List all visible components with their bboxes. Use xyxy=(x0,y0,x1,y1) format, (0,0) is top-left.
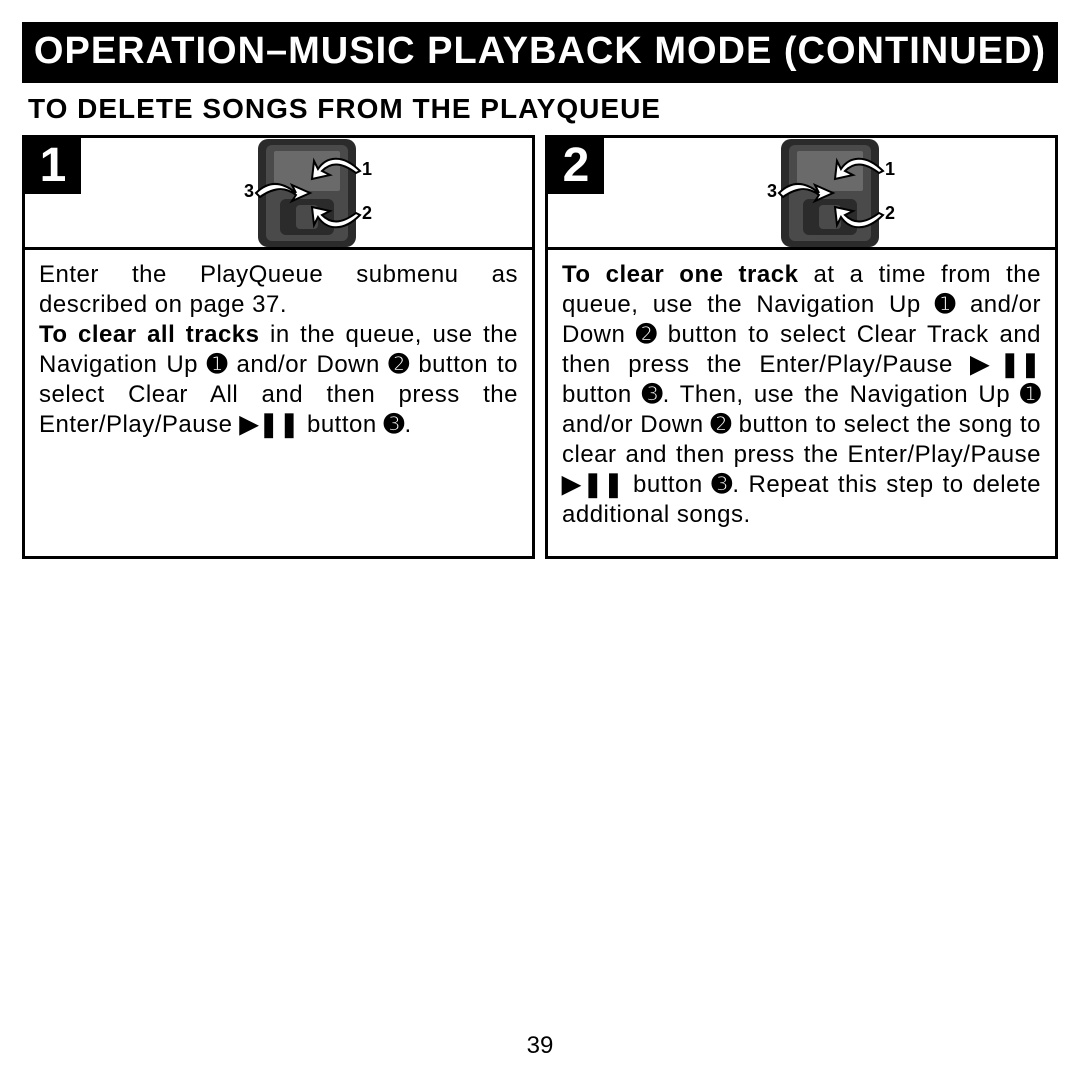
glyph-three-icon: ➌ xyxy=(712,471,733,498)
step-2: 2 1 2 3 xyxy=(545,135,1058,559)
step-1-body: Enter the PlayQueue submenu as described… xyxy=(25,250,532,466)
play-pause-icon: ▶❚❚ xyxy=(240,411,300,438)
step-2-body: To clear one track at a time from the qu… xyxy=(548,250,1055,556)
page-title: OPERATION–MUSIC PLAYBACK MODE (CONTINUED… xyxy=(22,22,1058,83)
glyph-one-icon: ➊ xyxy=(935,291,956,318)
t: button xyxy=(300,411,384,438)
glyph-one-icon: ➊ xyxy=(1020,381,1041,408)
step-1-header: 1 1 2 xyxy=(25,138,532,250)
callout-1: 1 xyxy=(885,159,895,179)
step-1-illustration: 1 2 3 xyxy=(81,138,532,247)
callout-1: 1 xyxy=(362,159,372,179)
step-2-header: 2 1 2 3 xyxy=(548,138,1055,250)
step-2-number: 2 xyxy=(548,138,604,194)
step-1: 1 1 2 xyxy=(22,135,535,559)
glyph-three-icon: ➌ xyxy=(384,411,405,438)
step-1-bold: To clear all tracks xyxy=(39,321,260,348)
step-2-illustration: 1 2 3 xyxy=(604,138,1055,247)
step-1-number: 1 xyxy=(25,138,81,194)
device-icon: 1 2 3 xyxy=(222,139,392,247)
glyph-two-icon: ➋ xyxy=(389,351,410,378)
t: . xyxy=(404,411,411,438)
step-2-bold: To clear one track xyxy=(562,261,798,288)
step-1-text-pre: Enter the PlayQueue submenu as described… xyxy=(39,261,518,318)
glyph-one-icon: ➊ xyxy=(207,351,228,378)
t: button xyxy=(624,471,712,498)
glyph-two-icon: ➋ xyxy=(711,411,732,438)
callout-3: 3 xyxy=(767,181,777,201)
glyph-two-icon: ➋ xyxy=(636,321,657,348)
device-icon: 1 2 3 xyxy=(745,139,915,247)
play-pause-icon: ▶❚❚ xyxy=(562,471,624,498)
glyph-three-icon: ➌ xyxy=(642,381,663,408)
section-title: TO DELETE SONGS FROM THE PLAYQUEUE xyxy=(28,93,1058,125)
callout-2: 2 xyxy=(362,203,372,223)
t: and/or Down xyxy=(562,411,711,438)
steps-row: 1 1 2 xyxy=(22,135,1058,559)
t: and/or Down xyxy=(228,351,389,378)
play-pause-icon: ▶❚❚ xyxy=(970,351,1041,378)
callout-2: 2 xyxy=(885,203,895,223)
t: button xyxy=(562,381,642,408)
callout-3: 3 xyxy=(244,181,254,201)
page-number: 39 xyxy=(0,1032,1080,1060)
t: . Then, use the Navigation Up xyxy=(663,381,1021,408)
